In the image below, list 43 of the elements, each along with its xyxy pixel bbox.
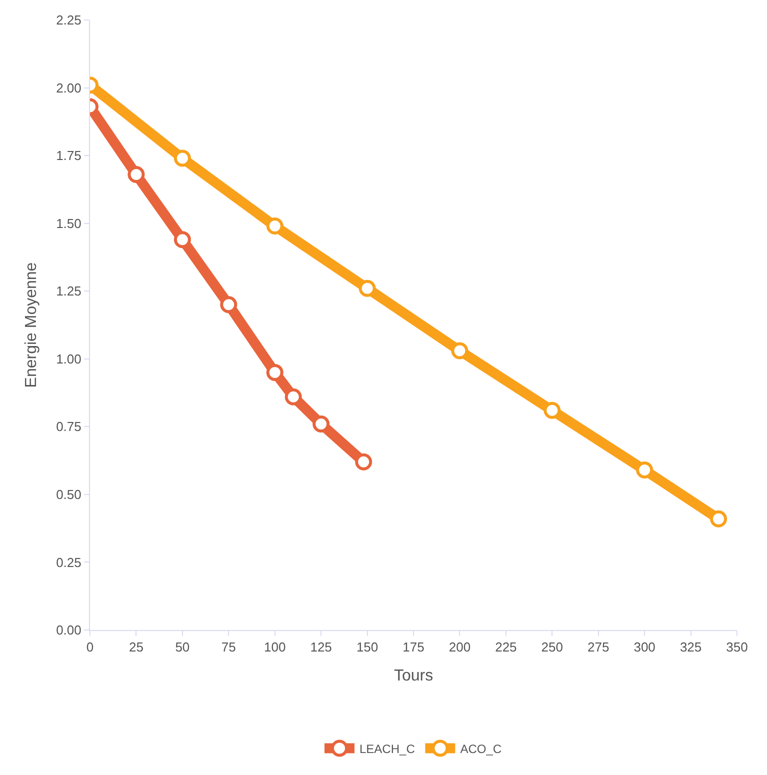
point bbox=[284, 388, 302, 406]
y-tick-label: 1.25 bbox=[56, 284, 82, 299]
x-tick-label: 250 bbox=[541, 640, 563, 655]
point bbox=[220, 296, 238, 314]
y-tick-label: 2.25 bbox=[56, 12, 82, 28]
x-tick-label: 25 bbox=[128, 640, 144, 655]
y-tick-label: 1.75 bbox=[56, 148, 82, 164]
point bbox=[266, 364, 284, 381]
x-tick-label: 275 bbox=[588, 640, 610, 655]
point bbox=[636, 462, 654, 479]
x-tick-label: 50 bbox=[175, 640, 190, 655]
x-tick-label: 200 bbox=[448, 640, 471, 655]
y-tick-label: 0.25 bbox=[56, 554, 82, 570]
point bbox=[266, 218, 284, 235]
legend-label: ACO_C bbox=[460, 742, 502, 756]
x-tick-label: 350 bbox=[726, 640, 748, 655]
x-tick-label: 100 bbox=[264, 640, 286, 655]
x-tick-label: 150 bbox=[356, 640, 378, 655]
legend-label: LEACH_C bbox=[360, 742, 416, 756]
y-tick-label: 0.75 bbox=[56, 419, 82, 434]
y-axis-title: Energie Moyenne bbox=[22, 262, 40, 388]
point bbox=[451, 342, 468, 360]
point bbox=[312, 415, 330, 432]
point bbox=[544, 402, 561, 419]
point bbox=[358, 280, 376, 297]
y-tick-label: 0.50 bbox=[56, 486, 82, 502]
x-tick-label: 225 bbox=[495, 640, 517, 655]
point bbox=[128, 166, 145, 184]
y-tick-label: 1.00 bbox=[56, 351, 82, 366]
y-tick-label: 2.00 bbox=[56, 80, 82, 96]
point bbox=[355, 453, 372, 470]
point bbox=[174, 231, 191, 248]
x-tick-label: 0 bbox=[86, 640, 94, 655]
point bbox=[174, 150, 191, 167]
x-axis-title: Tours bbox=[394, 667, 434, 684]
x-tick-label: 175 bbox=[402, 640, 424, 655]
x-tick-label: 125 bbox=[310, 640, 332, 655]
y-tick-label: 1.50 bbox=[56, 216, 82, 231]
x-tick-label: 325 bbox=[680, 640, 702, 655]
x-tick-label: 75 bbox=[221, 640, 236, 655]
point bbox=[710, 510, 728, 528]
y-tick-label: 0.00 bbox=[56, 622, 82, 638]
x-tick-label: 300 bbox=[634, 640, 656, 655]
